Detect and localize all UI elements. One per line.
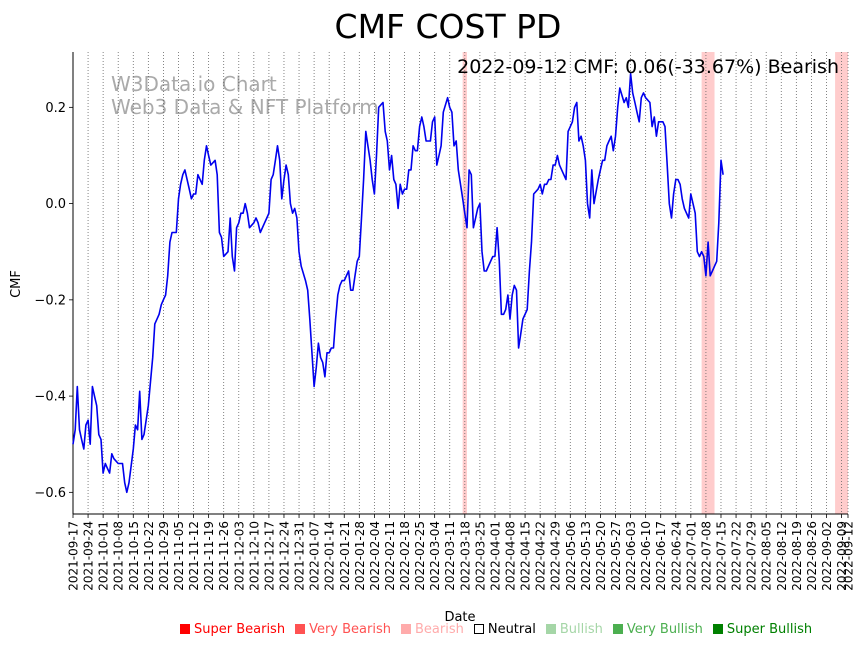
x-tick-label: 2022-07-01	[684, 521, 698, 591]
x-tick-label: 2022-08-12	[775, 521, 789, 591]
watermark-line-2: Web3 Data & NFT Platform	[111, 95, 379, 119]
legend-swatch	[295, 624, 306, 634]
y-tick-label: −0.4	[34, 390, 66, 405]
y-axis-ticks: −0.6 −0.4 −0.2 0.0 0.2	[34, 101, 73, 501]
x-tick-label: 2022-07-29	[745, 521, 759, 591]
legend-label: Very Bearish	[309, 621, 391, 637]
date-gridlines	[72, 52, 849, 514]
y-tick-label: −0.2	[34, 293, 66, 308]
x-tick-label: 2022-01-21	[338, 521, 352, 591]
latest-value-annotation: 2022-09-12 CMF: 0.06(-33.67%) Bearish	[457, 56, 839, 78]
y-tick-label: −0.6	[34, 486, 66, 501]
x-tick-label: 2021-10-29	[157, 521, 171, 591]
cmf-line	[72, 72, 724, 494]
x-tick-label: 2021-12-10	[247, 521, 261, 591]
x-tick-label: 2022-07-22	[730, 521, 744, 591]
x-tick-label: 2022-01-07	[308, 521, 322, 591]
x-tick-label: 2022-04-01	[488, 521, 502, 591]
x-tick-label: 2021-12-31	[293, 521, 307, 591]
x-tick-label: 2021-11-05	[172, 521, 186, 591]
x-tick-label: 2022-02-11	[383, 521, 397, 591]
legend-item-super-bearish: Super Bearish	[180, 622, 285, 637]
x-tick-label: 2022-05-13	[579, 521, 593, 591]
y-tick-label: 0.2	[45, 101, 66, 116]
legend-swatch	[612, 624, 623, 634]
legend-label: Neutral	[487, 621, 536, 637]
x-tick-label: 2022-03-25	[473, 521, 487, 591]
x-tick-label: 2022-01-28	[353, 521, 367, 591]
x-tick-label: 2022-03-04	[428, 521, 442, 591]
y-axis-label: CMF	[9, 270, 24, 298]
x-tick-label: 2022-01-14	[323, 521, 337, 591]
legend-swatch	[473, 624, 484, 634]
x-tick-label: 2021-10-15	[127, 521, 141, 591]
x-tick-label: 2021-10-01	[97, 521, 111, 591]
sentiment-legend: Super Bearish Very Bearish Bearish Neutral B…	[180, 620, 822, 638]
legend-label: Very Bullish	[626, 621, 703, 637]
x-tick-label: 2022-06-24	[669, 521, 683, 591]
x-tick-label: 2021-11-26	[217, 521, 231, 591]
x-tick-label: 2022-04-15	[519, 521, 533, 591]
x-tick-label: 2022-06-17	[654, 521, 668, 591]
x-tick-label: 2022-03-11	[443, 521, 457, 591]
x-tick-label: 2022-03-18	[458, 521, 472, 591]
x-tick-label: 2021-09-17	[67, 521, 81, 591]
x-tick-label: 2022-08-05	[760, 521, 774, 591]
x-tick-label: 2022-04-08	[504, 521, 518, 591]
x-axis-label: Date	[444, 610, 475, 625]
x-tick-label: 2022-08-26	[805, 521, 819, 591]
x-tick-label: 2021-10-22	[142, 521, 156, 591]
x-tick-label: 2022-05-27	[609, 521, 623, 591]
legend-item-neutral: Neutral	[473, 621, 536, 637]
legend-item-super-bullish: Super Bullish	[712, 621, 813, 637]
legend-swatch	[180, 624, 190, 634]
watermark: W3Data.io Chart Web3 Data & NFT Platform	[111, 72, 379, 119]
axes	[72, 52, 848, 515]
legend-item-very-bearish: Very Bearish	[295, 622, 391, 637]
x-tick-label: 2022-04-22	[534, 521, 548, 591]
x-tick-label: 2022-05-20	[594, 521, 608, 591]
x-tick-label: 2022-06-10	[639, 521, 653, 591]
legend-item-bearish: Bearish	[400, 621, 464, 637]
x-tick-label: 2021-12-24	[277, 521, 291, 591]
x-tick-label: 2021-12-17	[262, 521, 276, 591]
x-tick-label: 2022-06-03	[624, 521, 638, 591]
x-tick-label: 2022-02-04	[368, 521, 382, 591]
legend-swatch	[400, 624, 411, 634]
legend-label: Super Bullish	[726, 621, 813, 637]
x-tick-label: 2021-11-19	[202, 521, 216, 591]
x-tick-label: 2022-05-06	[564, 521, 578, 591]
x-tick-label: 2022-07-15	[714, 521, 728, 591]
legend-swatch	[712, 624, 723, 634]
x-tick-label: 2021-10-08	[112, 521, 126, 591]
x-tick-label: 2021-09-24	[82, 521, 96, 591]
x-tick-label: 2022-08-19	[790, 521, 804, 591]
x-tick-label: 2022-02-18	[398, 521, 412, 591]
x-axis-ticks: 2021-09-17 2021-09-24 2021-10-01 2021-10-08…	[67, 514, 856, 591]
chart-title: CMF COST PD	[335, 7, 562, 46]
x-tick-label: 2022-07-08	[699, 521, 713, 591]
legend-item-bullish: Bullish	[545, 621, 603, 637]
legend-swatch	[545, 624, 556, 634]
bearish-band	[701, 52, 715, 514]
legend-label: Bullish	[559, 621, 603, 637]
legend-label: Super Bearish	[194, 621, 286, 637]
x-tick-label: 2022-09-12	[842, 521, 856, 591]
x-tick-label: 2021-11-12	[187, 521, 201, 591]
x-tick-label: 2022-02-25	[413, 521, 427, 591]
x-tick-label: 2021-12-03	[232, 521, 246, 591]
y-tick-label: 0.0	[45, 197, 66, 212]
legend-label: Bearish	[414, 621, 464, 637]
x-tick-label: 2022-09-02	[820, 521, 834, 591]
x-tick-label: 2022-09-09	[835, 521, 849, 591]
watermark-line-1: W3Data.io Chart	[111, 72, 277, 96]
x-tick-label: 2022-04-29	[549, 521, 563, 591]
legend-item-very-bullish: Very Bullish	[612, 621, 703, 637]
